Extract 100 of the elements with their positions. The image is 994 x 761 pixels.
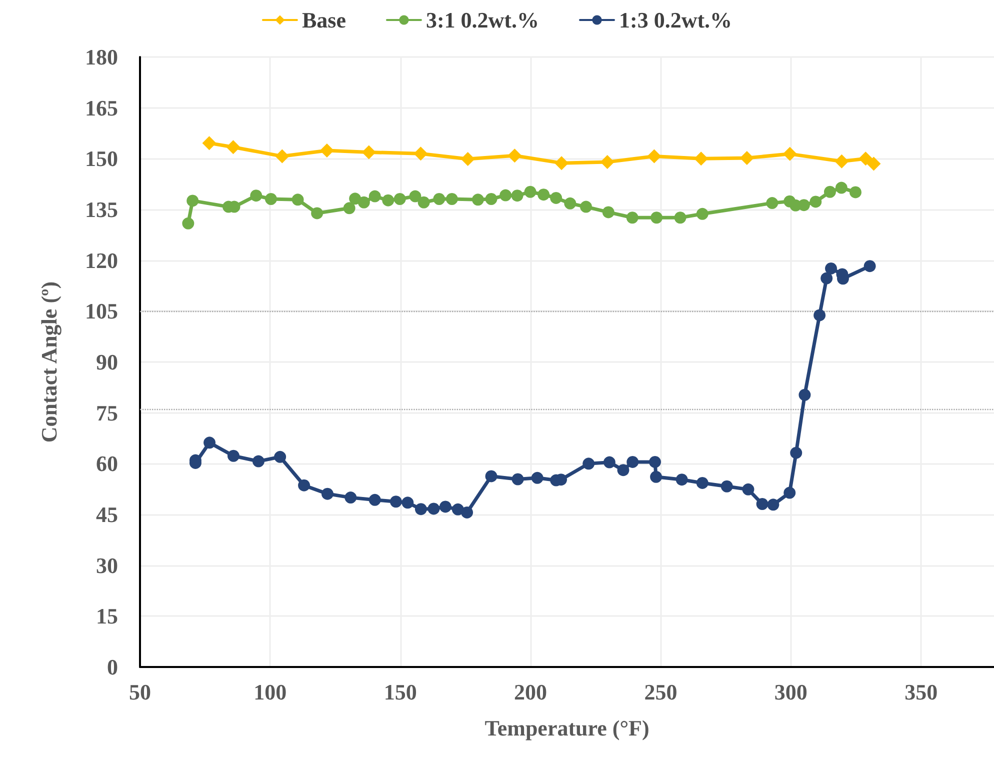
point — [864, 260, 876, 272]
point — [182, 217, 194, 230]
x-tick-label: 300 — [774, 680, 808, 704]
y-tick-label: 30 — [96, 552, 118, 578]
legend-label: 3:1 0.2wt.% — [426, 8, 540, 32]
point — [810, 196, 822, 208]
point — [321, 488, 334, 500]
point — [250, 190, 262, 202]
point — [766, 197, 778, 210]
point — [617, 464, 630, 476]
point — [461, 506, 474, 518]
point — [835, 182, 848, 194]
point — [564, 197, 576, 210]
point — [186, 194, 199, 207]
point — [814, 309, 826, 322]
point — [524, 186, 536, 198]
point — [582, 458, 595, 470]
point — [394, 192, 406, 205]
x-tick-label: 200 — [514, 680, 548, 704]
point — [485, 470, 498, 482]
point — [696, 476, 708, 489]
point — [850, 186, 862, 198]
point — [414, 503, 427, 516]
legend-label: Base — [302, 8, 346, 32]
x-axis-title: Temperature (°F) — [484, 716, 650, 740]
point — [362, 145, 376, 160]
y-tick-label: 105 — [85, 298, 118, 324]
point — [368, 494, 381, 506]
point — [674, 212, 686, 224]
point — [603, 456, 616, 468]
point — [538, 188, 550, 201]
point — [512, 473, 524, 486]
point — [511, 190, 524, 202]
point — [311, 207, 324, 220]
point — [784, 486, 796, 499]
point — [554, 156, 569, 170]
x-tick-label: 100 — [254, 680, 287, 704]
x-tick-label: 350 — [904, 680, 938, 704]
point — [580, 200, 592, 213]
point — [820, 272, 833, 284]
point — [298, 479, 310, 492]
point — [344, 492, 357, 504]
point — [409, 190, 422, 202]
x-tick-label: 50 — [129, 680, 151, 704]
point — [790, 446, 802, 459]
point — [320, 144, 334, 158]
y-tick-label: 90 — [96, 350, 118, 374]
point — [433, 192, 446, 205]
point — [202, 136, 216, 150]
point — [428, 502, 440, 515]
point — [531, 472, 544, 484]
point — [834, 154, 849, 168]
point — [500, 189, 512, 202]
point — [227, 450, 240, 462]
point — [866, 156, 881, 171]
point — [858, 152, 873, 166]
point — [508, 148, 522, 163]
x-tick-label: 150 — [384, 680, 417, 704]
point — [402, 496, 414, 509]
point — [472, 194, 484, 206]
point — [720, 480, 733, 492]
y-tick-label: 15 — [96, 604, 118, 629]
point — [358, 196, 370, 208]
y-tick-label: 165 — [85, 95, 118, 120]
point — [824, 186, 836, 198]
legend-label: 1:3 0.2wt.% — [619, 8, 732, 32]
y-tick-label: 60 — [96, 451, 118, 476]
point — [742, 483, 754, 496]
point — [767, 498, 780, 511]
point — [274, 450, 286, 463]
y-tick-label: 120 — [85, 248, 118, 273]
point — [439, 500, 452, 513]
y-axis-title: Contact Angle (º) — [36, 281, 62, 443]
point — [600, 155, 614, 170]
point — [550, 192, 562, 204]
x-tick-label: 250 — [644, 680, 678, 704]
point — [676, 474, 688, 486]
point — [649, 456, 662, 468]
point — [740, 150, 754, 165]
point — [226, 140, 240, 154]
point — [626, 212, 638, 224]
y-tick-label: 180 — [85, 44, 118, 70]
y-tick-label: 150 — [85, 146, 118, 172]
point — [647, 149, 662, 164]
point — [264, 192, 277, 205]
point — [275, 149, 290, 164]
point — [390, 496, 402, 508]
point — [368, 190, 381, 202]
point — [756, 498, 768, 510]
point — [650, 212, 663, 224]
point — [602, 206, 614, 218]
point — [349, 192, 362, 205]
point — [418, 196, 430, 208]
point — [825, 262, 838, 274]
y-tick-label: 135 — [85, 197, 118, 222]
point — [650, 470, 662, 483]
point — [485, 192, 498, 205]
point — [204, 436, 216, 449]
point — [694, 152, 708, 166]
point — [382, 194, 394, 206]
